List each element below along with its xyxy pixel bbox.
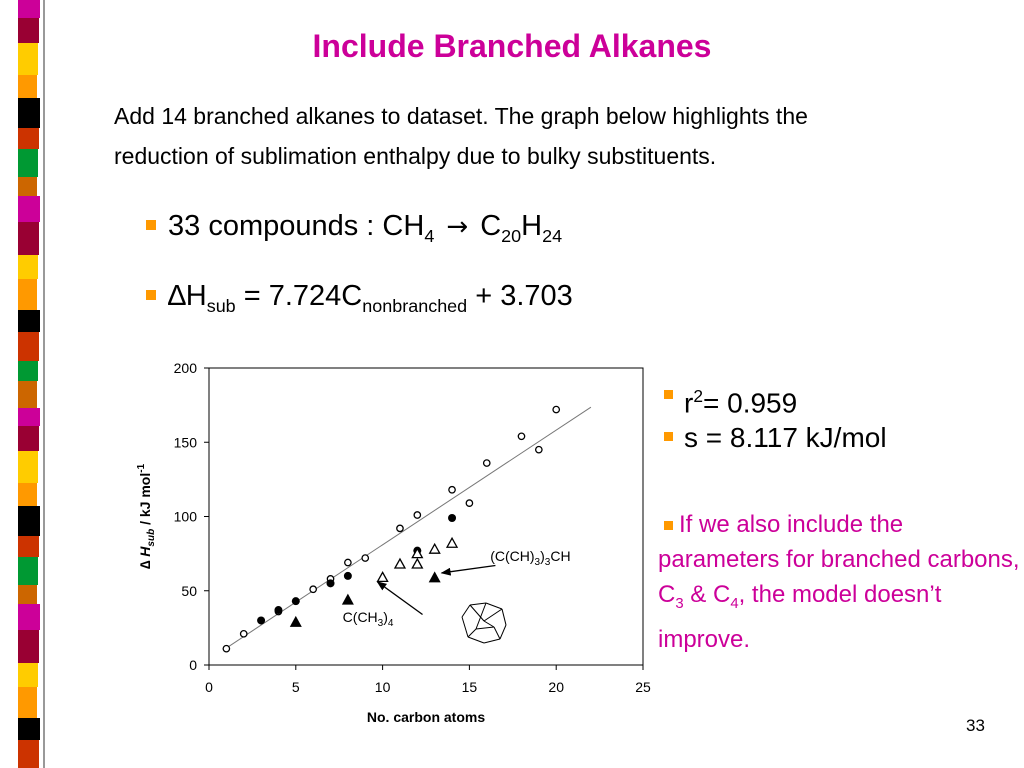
y-tick-label: 0	[189, 657, 197, 673]
x-tick-label: 5	[292, 679, 300, 695]
bullet-square-icon	[664, 390, 673, 399]
data-point-filled-circle	[257, 616, 266, 625]
stripe-block	[18, 604, 40, 630]
data-point-open-triangle	[428, 542, 441, 554]
stripe-block	[18, 408, 40, 426]
data-point-open-circle	[413, 511, 422, 519]
data-point-filled-circle	[291, 597, 300, 606]
data-point-filled-circle	[343, 571, 352, 580]
fit-line	[226, 406, 592, 649]
stripe-block	[18, 43, 38, 75]
stripe-block	[18, 585, 37, 604]
stripe-block	[18, 630, 39, 663]
stripe-block	[18, 177, 37, 196]
stripe-block	[18, 149, 38, 177]
data-point-open-triangle	[393, 557, 407, 569]
stripe-block	[18, 483, 37, 506]
data-point-open-triangle	[411, 547, 424, 559]
data-point-open-circle	[448, 485, 456, 494]
stripe-block	[18, 98, 40, 128]
data-point-filled-circle	[274, 606, 283, 615]
bullet-square-icon	[146, 290, 156, 300]
stripe-block	[18, 222, 39, 255]
x-tick-label: 0	[205, 679, 213, 695]
stripe-block	[18, 310, 40, 332]
data-point-open-circle	[344, 558, 352, 567]
data-point-filled-circle	[448, 513, 457, 522]
stripe-block	[18, 718, 40, 740]
y-tick-label: 150	[174, 434, 198, 450]
stats-list: r2= 0.959 s = 8.117 kJ/mol	[664, 375, 887, 459]
data-point-filled-triangle	[428, 571, 441, 583]
data-point-filled-circle	[326, 579, 335, 588]
annotation-arrow	[440, 564, 496, 576]
annotation-arrow	[376, 581, 423, 616]
stripe-block	[18, 740, 39, 768]
data-point-open-circle	[309, 585, 318, 594]
stat-r-squared: r2= 0.959	[664, 375, 887, 418]
x-tick-label: 10	[375, 679, 391, 695]
scatter-chart: 0 5 10 15 20 25 0 50 100 150 200 No. carbon atoms ∆ …	[136, 360, 651, 725]
bullet-square-icon	[664, 521, 673, 530]
intro-text: Add 14 branched alkanes to dataset. The …	[114, 96, 994, 176]
y-axis-label: ∆ Hsub / kJ mol-1	[136, 463, 157, 569]
data-point-open-circle	[517, 432, 526, 441]
stripe-block	[18, 426, 39, 451]
data-point-open-circle	[222, 644, 231, 653]
stripe-block	[18, 0, 40, 18]
stripe-block	[18, 279, 37, 310]
stripe-block	[18, 332, 39, 361]
stat-standard-error: s = 8.117 kJ/mol	[664, 417, 887, 459]
y-tick-label: 100	[174, 509, 198, 525]
bullet-square-icon	[146, 220, 156, 230]
stripe-block	[18, 75, 37, 98]
y-tick-label: 50	[181, 583, 197, 599]
data-point-open-circle	[482, 459, 491, 467]
adamantane-structure-icon	[461, 602, 507, 644]
data-point-open-circle	[534, 445, 543, 454]
stripe-block	[18, 687, 37, 718]
y-tick-label: 200	[174, 360, 198, 376]
data-point-open-circle	[396, 524, 404, 533]
right-arrow-icon: →	[446, 212, 469, 242]
intro-line-1: Add 14 branched alkanes to dataset. The …	[114, 103, 808, 129]
stripe-block	[18, 506, 40, 536]
decorative-side-stripe	[18, 0, 45, 768]
data-point-filled-triangle	[341, 593, 354, 605]
stripe-block	[18, 196, 40, 222]
x-tick-label: 20	[548, 679, 564, 695]
slide-title: Include Branched Alkanes	[312, 28, 712, 64]
stripe-block	[18, 128, 39, 149]
branched-note: If we also include the parameters for br…	[658, 511, 1020, 653]
x-tick-label: 25	[635, 679, 651, 695]
stripe-block	[18, 663, 38, 687]
x-axis-label: No. carbon atoms	[367, 709, 485, 725]
data-point-open-triangle	[411, 557, 424, 569]
stripe-block	[18, 381, 37, 408]
stripe-block	[18, 536, 39, 557]
annotation-label: (C(CH)3)3CH	[490, 548, 570, 568]
data-point-filled-triangle	[289, 615, 302, 627]
data-point-open-triangle	[445, 536, 459, 548]
data-point-open-circle	[465, 499, 474, 507]
intro-line-2: reduction of sublimation enthalpy due to…	[114, 143, 717, 169]
stripe-block	[18, 557, 38, 585]
stripe-block	[18, 361, 38, 381]
bullet-compounds: 33 compounds : CH4 → C20H24	[146, 204, 573, 274]
data-point-open-circle	[239, 629, 248, 638]
formula-bullets: 33 compounds : CH4 → C20H24 ∆Hsub = 7.724C…	[146, 204, 573, 344]
stripe-block	[18, 255, 38, 279]
page-number: 33	[966, 716, 985, 735]
data-point-open-triangle	[376, 571, 389, 583]
data-point-open-circle	[361, 554, 370, 562]
data-point-open-circle	[552, 405, 561, 414]
annotation-label: C(CH3)4	[343, 609, 394, 629]
bullet-square-icon	[664, 432, 673, 441]
stripe-block	[18, 18, 39, 43]
x-tick-label: 15	[462, 679, 478, 695]
bullet-equation: ∆Hsub = 7.724Cnonbranched + 3.703	[146, 274, 573, 344]
stripe-block	[18, 451, 38, 483]
